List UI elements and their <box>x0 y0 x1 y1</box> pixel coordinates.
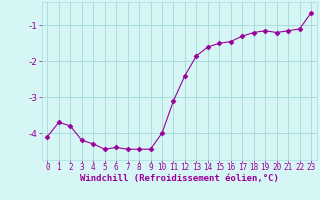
X-axis label: Windchill (Refroidissement éolien,°C): Windchill (Refroidissement éolien,°C) <box>80 174 279 183</box>
